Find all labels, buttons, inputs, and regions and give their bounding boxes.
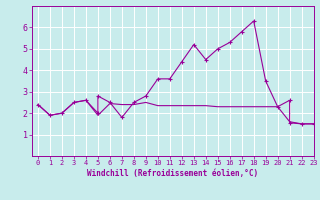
X-axis label: Windchill (Refroidissement éolien,°C): Windchill (Refroidissement éolien,°C)	[87, 169, 258, 178]
